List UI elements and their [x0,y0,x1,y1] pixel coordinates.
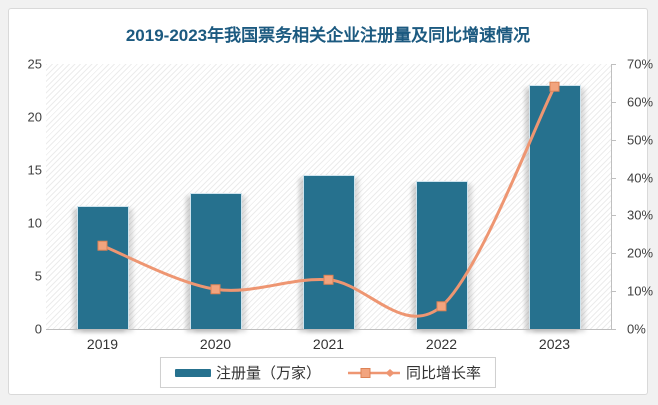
right-axis-line [611,64,612,330]
tick-mark [611,329,616,330]
tick-label: 20 [27,109,42,125]
plot-area [46,64,611,329]
right-axis-ticks: 0% 10% 20% 30% 40% 50% 60% 70% [621,57,654,337]
x-axis-labels: 2019 2020 2021 2022 2023 [46,336,611,354]
x-axis-line [46,329,616,330]
tick-label: 15 [27,162,42,178]
bar-series-swatch-icon [174,368,211,377]
line-series-swatch-icon [348,367,400,378]
tick-label: 30% [627,207,654,223]
line-marker-2022 [436,301,447,312]
tick-mark [611,101,616,103]
tick-mark [611,64,616,65]
line-marker-2021 [323,274,334,285]
chart-title: 2019-2023年我国票务相关企业注册量及同比增速情况 [125,26,531,45]
bar-2021 [302,175,355,329]
line-series [97,81,560,318]
chart-card: 2019-2023年我国票务相关企业注册量及同比增速情况 0 5 10 15 20 25 … [8,8,654,395]
legend-item-bar: 注册量（万家） [174,362,321,383]
tick-mark [611,215,616,217]
tick-mark [611,291,616,293]
tick-label: 25 [27,56,42,72]
legend: 注册量（万家） 同比增长率 [159,357,497,388]
legend-line-label: 同比增长率 [406,365,482,382]
line-marker-2020 [210,284,221,295]
x-label-2020: 2020 [199,336,232,352]
tick-label: 70% [627,56,654,72]
tick-mark [611,253,616,255]
bar-2020 [189,193,242,329]
line-marker-2023 [549,81,560,92]
tick-label: 40% [627,170,654,186]
tick-label: 5 [34,268,42,284]
tick-label: 10 [27,215,42,231]
tick-label: 10% [627,283,654,299]
tick-mark [611,177,616,179]
tick-label: 50% [627,132,654,148]
x-label-2019: 2019 [86,336,119,352]
legend-bar-label: 注册量（万家） [215,365,321,382]
x-label-2021: 2021 [312,336,345,352]
tick-label: 0% [627,321,646,337]
legend-item-line: 同比增长率 [347,362,481,383]
x-label-2022: 2022 [425,336,458,352]
bar-2019 [76,206,129,329]
tick-mark [611,139,616,141]
line-marker-2019 [97,240,108,251]
tick-label: 60% [627,94,654,110]
tick-label: 0 [34,321,42,337]
left-axis-ticks: 0 5 10 15 20 25 [9,57,42,337]
tick-label: 20% [627,245,654,261]
x-label-2023: 2023 [538,336,571,352]
